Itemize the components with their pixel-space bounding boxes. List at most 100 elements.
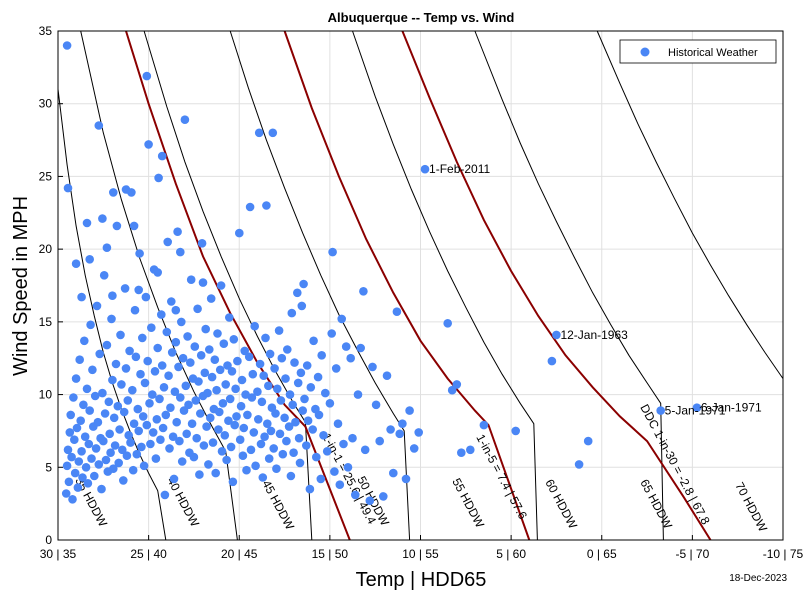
data-point (193, 304, 202, 314)
data-point (240, 346, 249, 356)
data-point (157, 310, 166, 319)
data-point (261, 333, 270, 343)
data-point (335, 480, 345, 490)
data-point (129, 221, 139, 231)
data-point (285, 390, 295, 399)
data-point (321, 388, 330, 398)
data-point (322, 447, 332, 456)
data-point (170, 387, 180, 397)
data-point (382, 371, 392, 381)
hddw-line (352, 30, 538, 541)
data-point (302, 441, 311, 450)
data-point (317, 351, 327, 360)
data-point (119, 476, 128, 485)
data-point (112, 221, 122, 231)
data-point (302, 361, 312, 370)
data-point (153, 268, 162, 277)
hddw-line-label: 45 HDDW (259, 478, 297, 533)
data-point (143, 356, 152, 366)
y-axis-label: Wind Speed in MPH (10, 196, 32, 376)
data-point (167, 297, 176, 306)
data-point (118, 445, 127, 455)
data-point (108, 291, 117, 301)
data-point (62, 461, 72, 471)
data-point (319, 431, 328, 440)
data-point (222, 455, 231, 465)
data-point (511, 426, 520, 436)
hddw-line-label: 55 HDDW (449, 476, 487, 531)
data-point (61, 489, 71, 498)
data-point (223, 361, 232, 370)
data-point (247, 393, 257, 402)
data-point (273, 384, 282, 394)
data-point (178, 353, 188, 363)
data-point (151, 454, 161, 463)
data-point (284, 422, 294, 431)
design-line (125, 30, 351, 541)
data-point (224, 416, 233, 426)
data-point (63, 445, 73, 455)
x-tick-label: 10 | 55 (402, 547, 439, 561)
data-point (272, 464, 281, 474)
y-tick-label: 20 (39, 242, 53, 256)
data-point (129, 419, 139, 429)
data-point (278, 449, 288, 459)
data-point (299, 279, 308, 289)
data-point (159, 383, 169, 392)
data-point (99, 271, 109, 280)
data-point (219, 339, 229, 349)
data-point (248, 369, 258, 379)
data-point (173, 227, 182, 236)
data-point (176, 393, 185, 402)
data-point (102, 340, 112, 350)
data-point (142, 420, 152, 430)
data-point (182, 429, 191, 439)
y-tick-label: 5 (45, 460, 52, 474)
data-point (110, 441, 120, 450)
data-point (228, 477, 238, 487)
data-point (79, 400, 88, 410)
y-ticks: 0 5 10 15 20 25 30 35 (39, 24, 63, 547)
data-point (231, 384, 240, 394)
data-point (163, 237, 172, 247)
data-point (105, 429, 114, 439)
data-point (215, 365, 225, 375)
data-point (109, 464, 118, 474)
data-point (282, 436, 291, 446)
data-point (409, 444, 419, 453)
data-point (171, 305, 181, 315)
data-point (328, 247, 337, 257)
data-point (265, 349, 275, 359)
data-point (81, 463, 91, 472)
data-point (77, 447, 86, 456)
data-point (255, 359, 265, 369)
data-point (281, 374, 290, 383)
data-point (132, 449, 142, 459)
x-tick-label: 25 | 40 (130, 547, 167, 561)
data-point (210, 355, 220, 365)
data-point (204, 460, 213, 469)
data-point (142, 71, 152, 81)
data-point (108, 375, 117, 385)
data-point (306, 383, 316, 392)
data-point (171, 337, 181, 347)
data-point (174, 362, 183, 372)
data-point (83, 479, 93, 488)
annotation-label: 6-Jan-1971 (701, 401, 762, 415)
data-point (297, 301, 307, 311)
x-tick-label: 15 | 50 (312, 547, 349, 561)
data-point (179, 406, 189, 415)
data-point (199, 441, 209, 450)
data-point (293, 378, 303, 388)
data-point (101, 455, 111, 465)
data-point (371, 400, 381, 410)
data-point (104, 397, 114, 407)
legend-marker (640, 47, 650, 57)
data-point (169, 474, 179, 484)
data-point (140, 378, 150, 388)
annotation-label: 12-Jan-1963 (560, 328, 628, 342)
data-point (126, 438, 135, 447)
data-point (73, 483, 83, 492)
data-point (277, 353, 287, 363)
data-point (245, 202, 255, 212)
